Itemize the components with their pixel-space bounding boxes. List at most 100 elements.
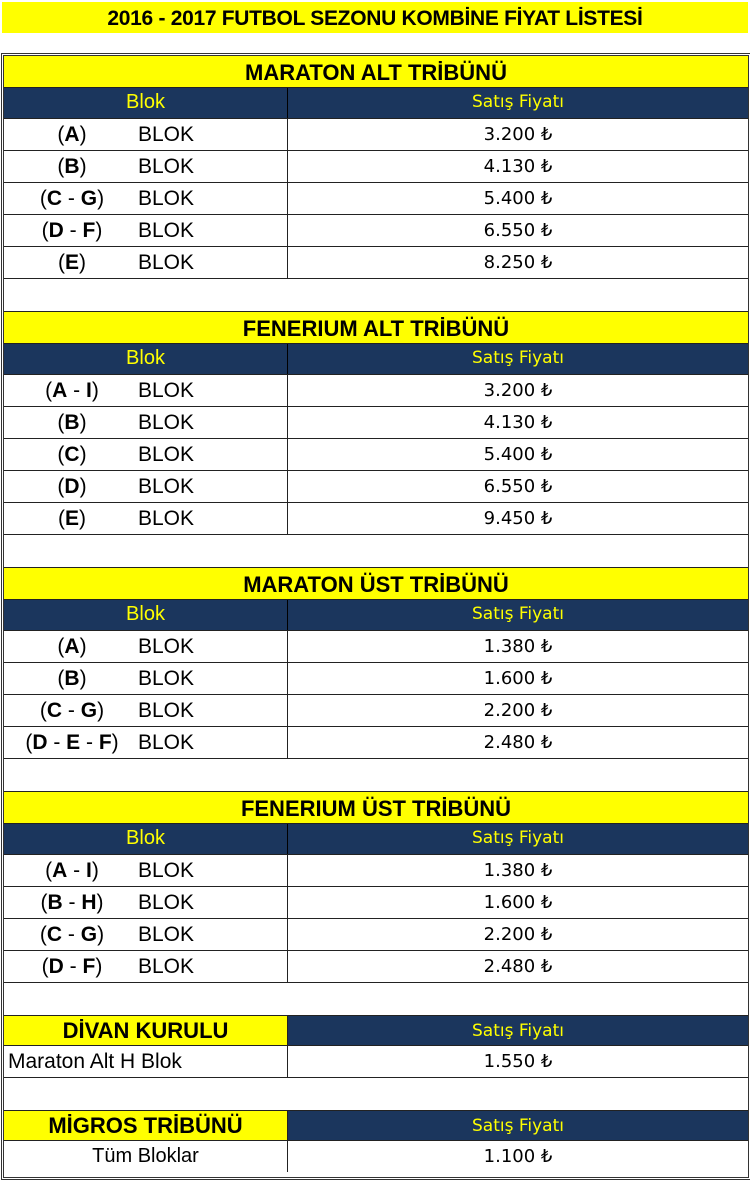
- block-cell: (A - I) BLOK: [4, 855, 288, 886]
- block-letter: A: [52, 379, 68, 402]
- block-cell: (C - G) BLOK: [4, 695, 288, 726]
- block-cell: (E) BLOK: [4, 503, 288, 534]
- spacer-row: [4, 983, 748, 1016]
- block-letters: (C - G): [39, 699, 105, 722]
- divan-price-header: Satış Fiyatı: [288, 1016, 748, 1045]
- block-cell: (D - F) BLOK: [4, 951, 288, 982]
- section-4: FENERIUM ÜST TRİBÜNÜ Blok Satış Fiyatı (A -…: [4, 792, 748, 1016]
- block-cell: (A - I) BLOK: [4, 375, 288, 406]
- table-row: (A - I) BLOK 1.380 ₺: [4, 855, 748, 887]
- block-suffix: BLOK: [138, 155, 195, 178]
- divan-title: DİVAN KURULU: [4, 1016, 288, 1045]
- table-row: (D) BLOK 6.550 ₺: [4, 471, 748, 503]
- price-cell: 1.600 ₺: [483, 668, 553, 689]
- column-header-block: Blok: [4, 600, 288, 630]
- price-cell: 4.130 ₺: [483, 156, 553, 177]
- column-header-price: Satış Fiyatı: [472, 828, 564, 848]
- block-letters: (D - E - F): [25, 731, 119, 754]
- column-header-price: Satış Fiyatı: [472, 348, 564, 368]
- price-cell: 5.400 ₺: [483, 444, 553, 465]
- spacer-row: [4, 279, 748, 312]
- block-letter: A: [64, 123, 80, 146]
- migros-price: 1.100 ₺: [483, 1146, 553, 1167]
- block-suffix: BLOK: [138, 251, 195, 274]
- table-row: (B) BLOK 4.130 ₺: [4, 407, 748, 439]
- divan-row-label: Maraton Alt H Blok: [4, 1046, 288, 1077]
- table-row: (A - I) BLOK 3.200 ₺: [4, 375, 748, 407]
- block-letter: I: [86, 379, 92, 402]
- price-list-table: MARATON ALT TRİBÜNÜ Blok Satış Fiyatı (A) BL…: [1, 53, 750, 1180]
- block-letter: D: [48, 955, 64, 978]
- price-cell: 4.130 ₺: [483, 412, 553, 433]
- block-cell: (B) BLOK: [4, 407, 288, 438]
- block-suffix: BLOK: [138, 411, 195, 434]
- block-cell: (E) BLOK: [4, 247, 288, 278]
- price-cell: 3.200 ₺: [483, 124, 553, 145]
- section-title: FENERIUM ALT TRİBÜNÜ: [4, 312, 748, 344]
- section-1: MARATON ALT TRİBÜNÜ Blok Satış Fiyatı (A) BL…: [4, 56, 748, 312]
- spacer-row: [4, 759, 748, 792]
- table-row: (A) BLOK 3.200 ₺: [4, 119, 748, 151]
- table-row: (C - G) BLOK 2.200 ₺: [4, 695, 748, 727]
- table-row: Tüm Bloklar 1.100 ₺: [4, 1141, 748, 1172]
- block-suffix: BLOK: [138, 923, 195, 946]
- block-letters: (B): [57, 155, 87, 178]
- block-letter: D: [64, 475, 80, 498]
- block-letter: F: [82, 219, 96, 242]
- block-letter: E: [64, 251, 79, 274]
- block-cell: (B) BLOK: [4, 151, 288, 182]
- block-letter: I: [86, 859, 92, 882]
- block-letter: F: [82, 955, 96, 978]
- block-letter: H: [81, 891, 97, 914]
- block-letter: C: [64, 443, 80, 466]
- table-row: (E) BLOK 9.450 ₺: [4, 503, 748, 535]
- table-row: Maraton Alt H Blok 1.550 ₺: [4, 1046, 748, 1078]
- table-row: (B) BLOK 1.600 ₺: [4, 663, 748, 695]
- section-3: MARATON ÜST TRİBÜNÜ Blok Satış Fiyatı (A) BL…: [4, 568, 748, 792]
- block-cell: (B - H) BLOK: [4, 887, 288, 918]
- block-letter: B: [64, 667, 80, 690]
- block-letter: D: [48, 219, 64, 242]
- block-letter: B: [47, 891, 63, 914]
- block-letters: (C - G): [39, 923, 105, 946]
- table-row: (C - G) BLOK 5.400 ₺: [4, 183, 748, 215]
- block-suffix: BLOK: [138, 219, 195, 242]
- table-row: (C) BLOK 5.400 ₺: [4, 439, 748, 471]
- price-cell: 1.380 ₺: [483, 636, 553, 657]
- price-cell: 1.380 ₺: [483, 860, 553, 881]
- block-letter: C: [46, 187, 63, 210]
- block-letter: G: [80, 923, 98, 946]
- block-letters: (A): [57, 635, 87, 658]
- block-letters: (C - G): [39, 187, 105, 210]
- block-letter: D: [32, 731, 48, 754]
- table-row: (D - F) BLOK 2.480 ₺: [4, 951, 748, 983]
- block-suffix: BLOK: [138, 891, 195, 914]
- block-letters: (A - I): [45, 379, 99, 402]
- block-suffix: BLOK: [138, 379, 195, 402]
- block-letter: C: [46, 923, 63, 946]
- block-suffix: BLOK: [138, 955, 195, 978]
- spacer-row: [4, 535, 748, 568]
- block-letters: (B): [57, 667, 87, 690]
- table-row: (E) BLOK 8.250 ₺: [4, 247, 748, 279]
- spacer-row: [4, 1078, 748, 1111]
- price-cell: 1.600 ₺: [483, 892, 553, 913]
- migros-row-label: Tüm Bloklar: [4, 1141, 288, 1172]
- block-letters: (D - F): [41, 219, 103, 242]
- price-cell: 3.200 ₺: [483, 380, 553, 401]
- block-suffix: BLOK: [138, 507, 195, 530]
- column-header-block: Blok: [4, 88, 288, 118]
- block-cell: (C - G) BLOK: [4, 919, 288, 950]
- column-header-row: Blok Satış Fiyatı: [4, 824, 748, 855]
- block-letter: G: [80, 187, 98, 210]
- section-title: FENERIUM ÜST TRİBÜNÜ: [4, 792, 748, 824]
- price-cell: 5.400 ₺: [483, 188, 553, 209]
- column-header-price: Satış Fiyatı: [472, 92, 564, 112]
- column-header-row: Blok Satış Fiyatı: [4, 344, 748, 375]
- block-letter: B: [64, 155, 80, 178]
- block-letter: C: [46, 699, 63, 722]
- block-letter: A: [64, 635, 80, 658]
- block-cell: (C) BLOK: [4, 439, 288, 470]
- block-letters: (D): [57, 475, 87, 498]
- column-header-block: Blok: [4, 344, 288, 374]
